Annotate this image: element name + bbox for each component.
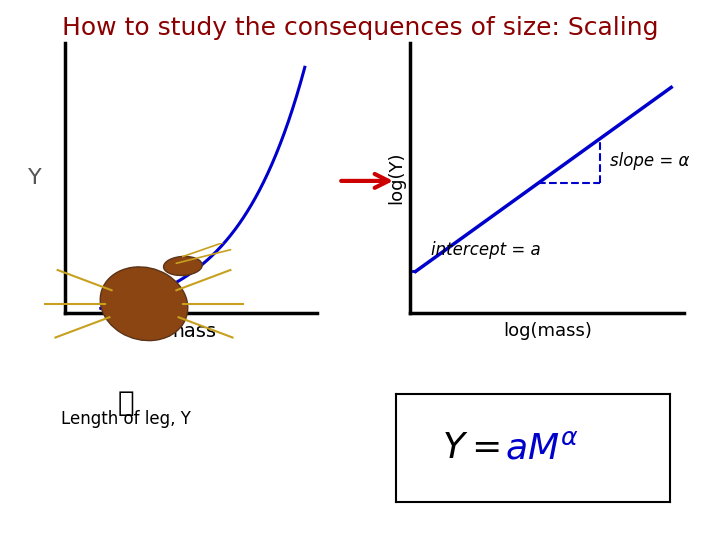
Text: Length of leg, Y: Length of leg, Y: [61, 410, 191, 428]
Text: intercept = a: intercept = a: [431, 241, 541, 259]
Text: $Y = $: $Y = $: [442, 431, 500, 465]
Y-axis label: log(Y): log(Y): [387, 152, 405, 205]
Ellipse shape: [100, 267, 188, 341]
Text: How to study the consequences of size: Scaling: How to study the consequences of size: S…: [62, 16, 658, 40]
Ellipse shape: [163, 256, 202, 275]
Text: ⏟: ⏟: [117, 389, 135, 417]
X-axis label: mass: mass: [166, 321, 216, 341]
Text: $aM^{\alpha}$: $aM^{\alpha}$: [505, 431, 580, 465]
Text: Y: Y: [27, 168, 42, 188]
X-axis label: log(mass): log(mass): [503, 321, 592, 340]
Text: slope = α: slope = α: [610, 152, 689, 170]
